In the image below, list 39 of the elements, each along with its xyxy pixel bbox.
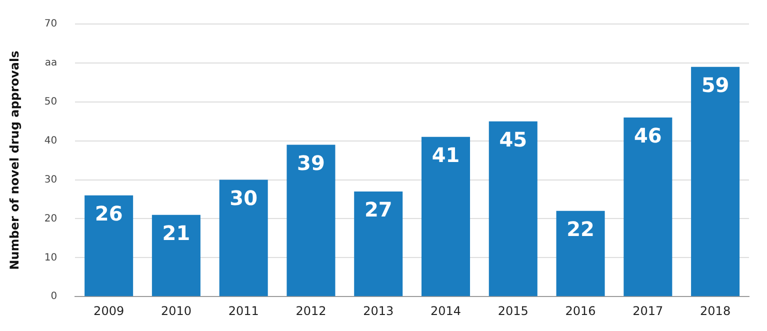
bar [354, 191, 403, 296]
x-tick-label: 2013 [363, 304, 394, 318]
bar [624, 117, 672, 296]
x-tick-label: 2015 [498, 304, 528, 318]
y-tick-label: 10 [44, 252, 58, 264]
y-tick-label: 20 [44, 213, 58, 224]
x-tick-label: 2016 [565, 304, 596, 318]
data-label: 45 [499, 128, 528, 152]
bar [84, 195, 134, 296]
data-label: 22 [566, 217, 594, 242]
bar [421, 136, 470, 296]
bar [488, 121, 538, 296]
y-tick-label: 0 [50, 291, 58, 302]
bar [691, 66, 740, 296]
x-tick-label: 2009 [94, 304, 124, 318]
data-label: 26 [94, 202, 123, 226]
y-tick-label: 50 [44, 96, 58, 108]
x-tick-label: 2012 [296, 304, 326, 318]
data-label: 21 [162, 221, 190, 246]
y-axis-title: Number of novel drug approvals [7, 50, 22, 270]
y-tick-label: 40 [44, 135, 58, 146]
y-tick-label: 30 [44, 174, 58, 186]
x-tick-label: 2018 [700, 304, 731, 318]
x-tick-label: 2017 [632, 304, 664, 318]
bar [152, 214, 200, 296]
data-label: 27 [364, 198, 392, 222]
data-label: 59 [701, 73, 730, 98]
y-tick-label: aa [44, 58, 58, 69]
x-tick-label: 2014 [430, 304, 462, 318]
data-label: 46 [634, 124, 662, 148]
data-label: 41 [432, 143, 460, 168]
bar [219, 180, 268, 296]
data-label: 30 [230, 186, 258, 210]
bar [286, 144, 336, 296]
bar [556, 210, 605, 296]
x-tick-label: 2010 [160, 304, 192, 318]
x-tick-label: 2011 [228, 304, 259, 318]
y-tick-label: 70 [44, 18, 58, 30]
data-label: 39 [297, 150, 325, 175]
